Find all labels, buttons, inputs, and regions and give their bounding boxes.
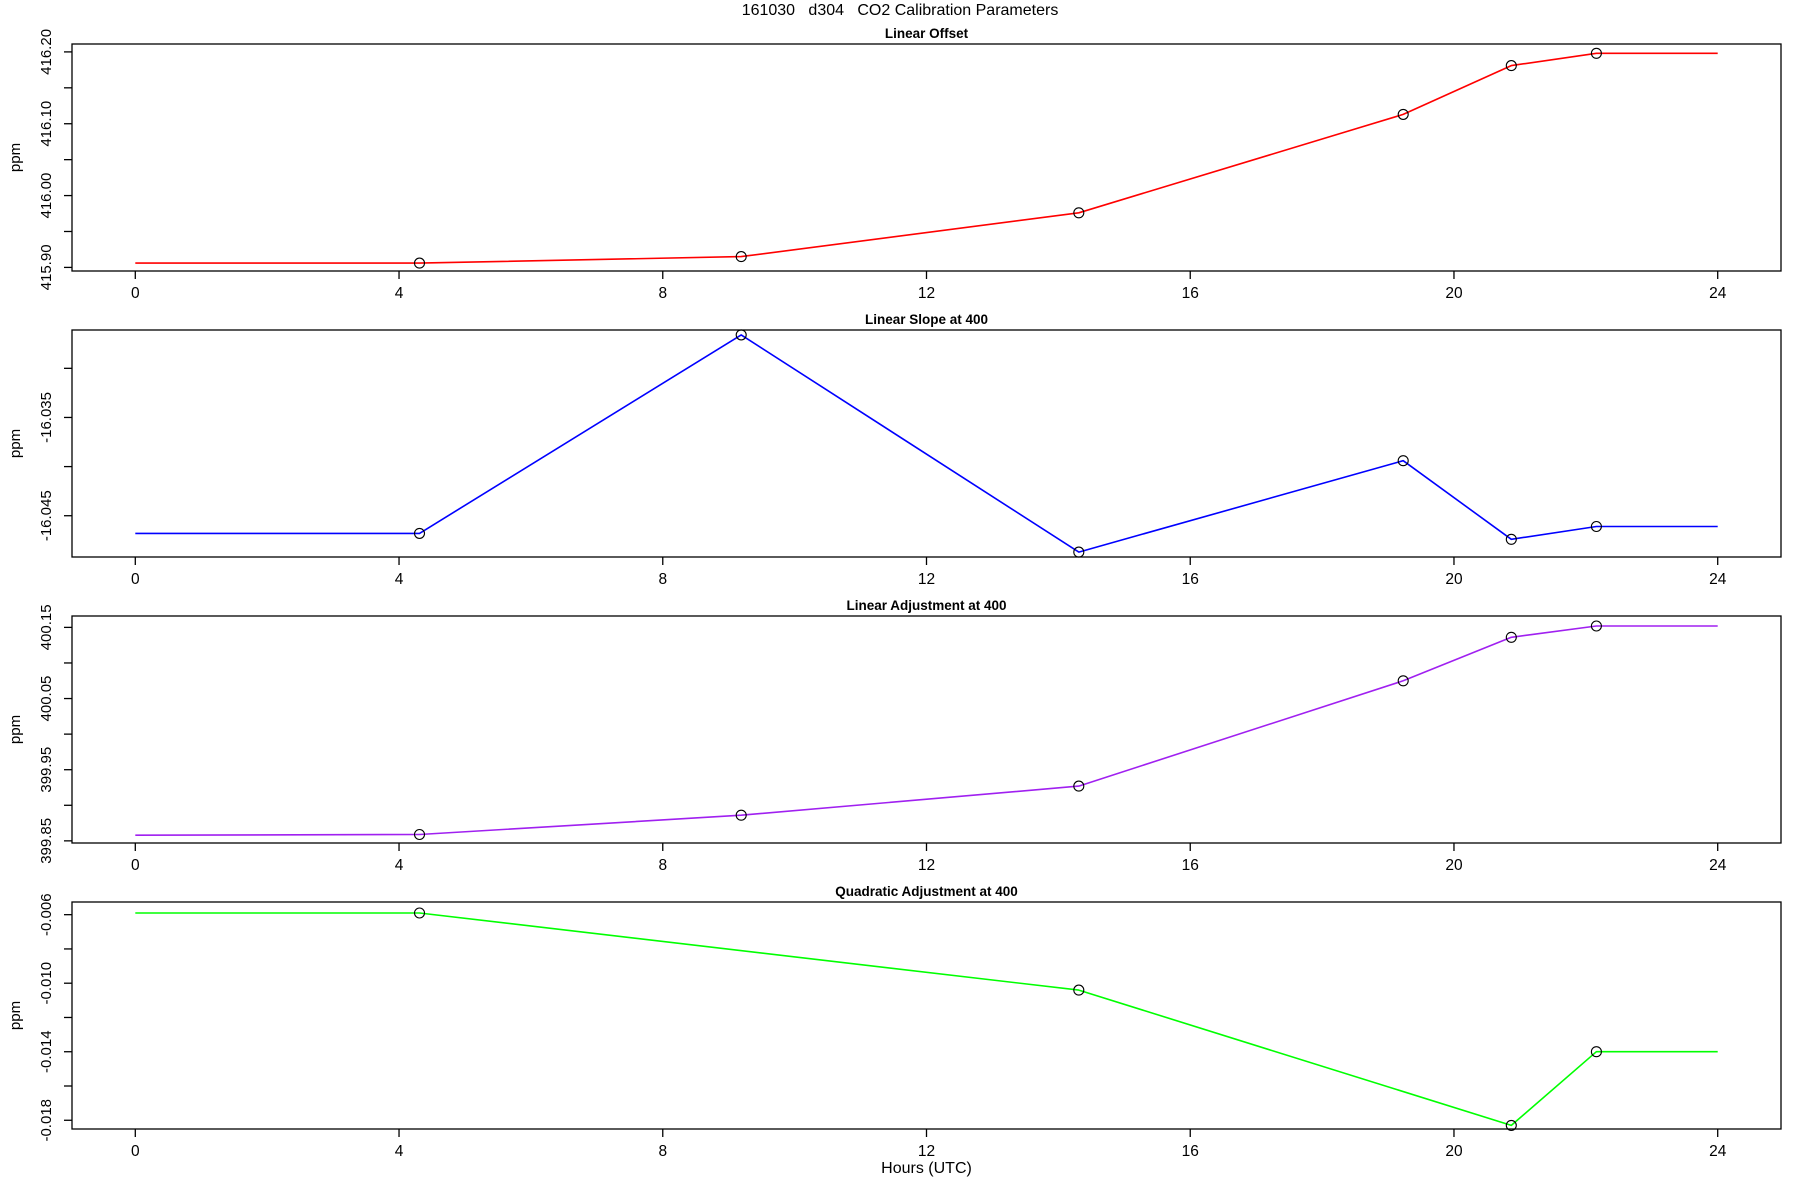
x-tick-label: 4 <box>395 285 404 302</box>
x-tick-label: 20 <box>1445 857 1463 874</box>
data-point-marker <box>1073 780 1085 792</box>
x-tick-label: 24 <box>1709 285 1727 302</box>
x-tick-label: 8 <box>658 857 667 874</box>
y-tick-label: -0.010 <box>38 962 55 1005</box>
panel-linear-slope-at-400: Linear Slope at 400 ppm -16.045 -16.035 0 4 8 1… <box>7 312 1782 588</box>
x-tick-label: 0 <box>131 285 140 302</box>
panel-title: Quadratic Adjustment at 400 <box>835 884 1018 899</box>
panel-wrapper-linear-adjustment-at-400: Linear Adjustment at 400 ppm 399.85 399.95 4… <box>0 594 1800 880</box>
x-tick-label: 0 <box>131 857 140 874</box>
y-tick-label: 400.05 <box>38 676 55 722</box>
plot-box <box>71 43 1782 272</box>
chart-panels: Linear Offset ppm 415.90 416.00 416.10 416.20… <box>0 22 1800 1166</box>
panel-quadratic-adjustment-at-400: Quadratic Adjustment at 400 ppm -0.018 -0.0… <box>7 884 1782 1160</box>
data-point-marker <box>1590 47 1602 59</box>
panel-linear-adjustment-at-400: Linear Adjustment at 400 ppm 399.85 399.95 4… <box>7 598 1782 874</box>
data-point-marker <box>413 907 426 919</box>
data-point-marker <box>413 527 426 539</box>
plot-box <box>71 615 1782 844</box>
data-point-marker <box>1073 546 1085 558</box>
y-tick-label: 416.00 <box>38 173 55 219</box>
y-tick-label: 416.10 <box>38 101 55 147</box>
x-tick-label: 20 <box>1445 571 1463 588</box>
y-axis-label: ppm <box>7 429 24 458</box>
x-tick-label: 8 <box>658 285 667 302</box>
x-tick-label: 16 <box>1182 1143 1199 1160</box>
y-tick-label: -0.006 <box>38 893 55 936</box>
x-tick-label: 4 <box>395 1143 404 1160</box>
data-point-marker <box>1505 1119 1517 1131</box>
x-tick-label: 24 <box>1709 857 1727 874</box>
panel-title: Linear Offset <box>885 26 969 41</box>
plot-box <box>71 901 1782 1130</box>
data-point-marker <box>413 828 426 841</box>
y-tick-label: -0.014 <box>38 1030 55 1073</box>
panel-wrapper-linear-slope-at-400: Linear Slope at 400 ppm -16.045 -16.035 0 4 8 1… <box>0 308 1800 594</box>
x-tick-label: 24 <box>1709 1143 1727 1160</box>
series-line <box>135 52 1718 264</box>
data-point-marker <box>1505 60 1517 72</box>
x-tick-label: 24 <box>1709 571 1727 588</box>
x-tick-label: 12 <box>918 1143 935 1160</box>
plot-box <box>71 329 1782 558</box>
series-line <box>135 625 1718 836</box>
x-tick-label: 12 <box>918 285 935 302</box>
y-tick-label: -0.018 <box>38 1099 55 1142</box>
data-point-marker <box>735 329 747 341</box>
x-tick-label: 4 <box>395 857 404 874</box>
panel-wrapper-quadratic-adjustment-at-400: Quadratic Adjustment at 400 ppm -0.018 -0.0… <box>0 880 1800 1166</box>
x-tick-label: 16 <box>1182 571 1199 588</box>
x-tick-label: 12 <box>918 571 935 588</box>
y-tick-label: 416.20 <box>38 29 55 75</box>
y-tick-label: 399.85 <box>38 818 55 864</box>
data-point-marker <box>735 251 747 263</box>
data-point-marker <box>1505 533 1517 545</box>
series-line <box>135 334 1718 553</box>
y-axis-label: ppm <box>7 143 24 172</box>
page-title: 161030 d304 CO2 Calibration Parameters <box>741 2 1059 19</box>
data-point-marker <box>1397 455 1409 467</box>
x-axis-title: Hours (UTC) <box>881 1160 972 1177</box>
data-point-marker <box>413 257 426 269</box>
data-point-marker <box>1590 1046 1602 1058</box>
series-line <box>135 912 1718 1127</box>
data-point-marker <box>1505 631 1517 643</box>
y-tick-label: 400.15 <box>38 604 55 650</box>
data-point-marker <box>1073 207 1085 219</box>
data-point-marker <box>1590 520 1602 533</box>
x-tick-label: 12 <box>918 857 935 874</box>
x-tick-label: 20 <box>1445 285 1463 302</box>
x-tick-label: 20 <box>1445 1143 1463 1160</box>
y-tick-label: -16.035 <box>38 392 55 443</box>
y-tick-label: 415.90 <box>38 244 55 290</box>
panel-title: Linear Adjustment at 400 <box>846 598 1006 613</box>
data-point-marker <box>1073 984 1085 996</box>
x-tick-label: 8 <box>658 571 667 588</box>
x-tick-label: 0 <box>131 1143 140 1160</box>
data-point-marker <box>1590 620 1602 632</box>
y-tick-label: 399.95 <box>38 747 55 793</box>
y-tick-label: -16.045 <box>38 490 55 541</box>
x-tick-label: 16 <box>1182 285 1199 302</box>
panel-wrapper-linear-offset: Linear Offset ppm 415.90 416.00 416.10 416.20… <box>0 22 1800 308</box>
x-tick-label: 16 <box>1182 857 1199 874</box>
x-tick-label: 4 <box>395 571 404 588</box>
x-tick-label: 8 <box>658 1143 667 1160</box>
panel-linear-offset: Linear Offset ppm 415.90 416.00 416.10 416.20… <box>7 26 1782 302</box>
panel-title: Linear Slope at 400 <box>865 312 988 327</box>
y-axis-label: ppm <box>7 715 24 744</box>
y-axis-label: ppm <box>7 1001 24 1030</box>
data-point-marker <box>735 809 747 821</box>
x-tick-label: 0 <box>131 571 140 588</box>
data-point-marker <box>1397 675 1409 687</box>
data-point-marker <box>1397 108 1409 120</box>
